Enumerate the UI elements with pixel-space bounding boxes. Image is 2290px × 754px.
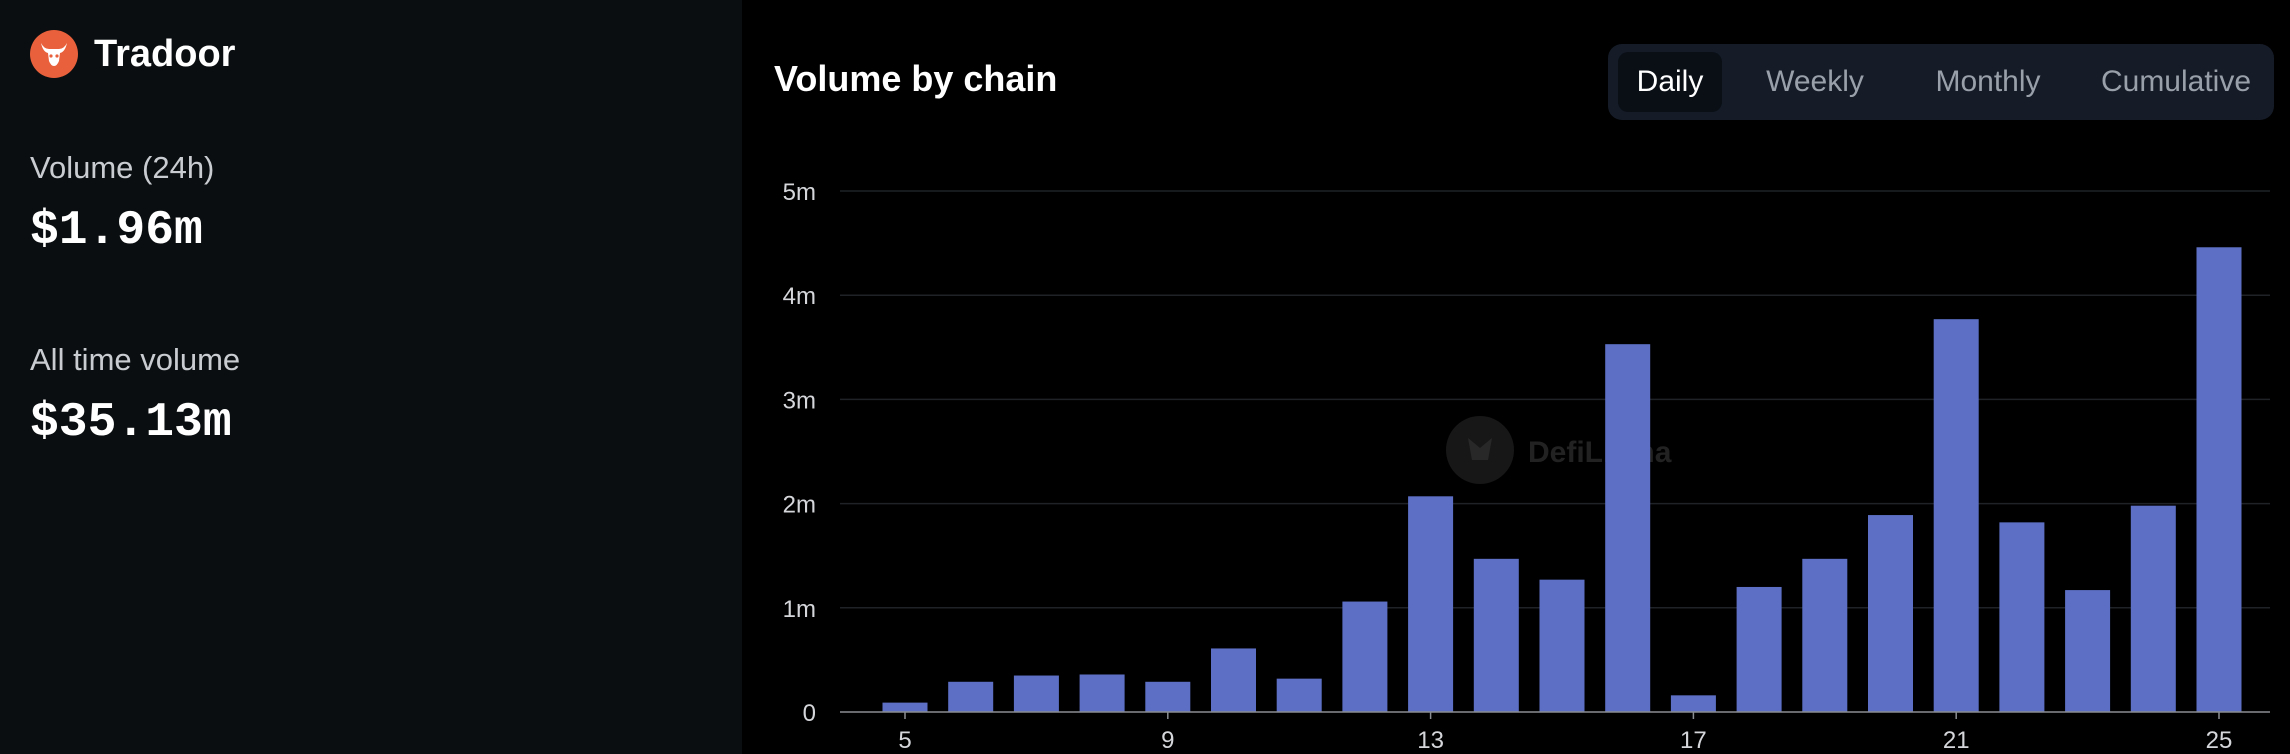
volume-bar[interactable] [1539,579,1585,712]
y-tick-label: 5m [783,179,816,206]
tab-daily[interactable]: Daily [1618,52,1722,112]
y-tick-label: 0 [803,700,816,727]
volume-bar[interactable] [1211,648,1256,712]
volume-bar[interactable] [1473,558,1519,712]
volume-bar[interactable] [2065,590,2111,712]
protocol-name: Tradoor [94,32,236,75]
x-tick-label: 5 [898,727,911,754]
x-tick-label: 17 [1680,727,1707,754]
volume-24h-label: Volume (24h) [30,150,215,185]
volume-bar[interactable] [1933,319,1979,712]
brand: Tradoor [30,30,235,78]
y-tick-label: 3m [783,387,816,414]
volume-bar[interactable] [1999,522,2045,712]
volume-bar[interactable] [1605,344,1651,712]
all-time-volume-label: All time volume [30,342,241,377]
volume-bar[interactable] [1145,681,1191,712]
volume-bar[interactable] [1802,558,1848,712]
volume-bar[interactable] [1670,695,1716,712]
all-time-volume-value: $35.13m [30,396,232,450]
tab-cumulative[interactable]: Cumulative [2100,65,2252,98]
tab-weekly[interactable]: Weekly [1766,65,1864,98]
x-tick-label: 21 [1943,727,1970,754]
volume-bar[interactable] [1013,675,1059,712]
volume-24h-value: $1.96m [30,204,203,258]
period-tabs: Daily Weekly Monthly Cumulative [1608,44,2274,120]
y-tick-label: 2m [783,492,816,519]
volume-bar[interactable] [1408,496,1454,712]
volume-bar[interactable] [882,702,928,712]
volume-bar[interactable] [1342,601,1388,712]
volume-bar[interactable] [2196,247,2242,712]
bull-icon [30,30,78,78]
x-tick-label: 13 [1417,727,1444,754]
volume-bar[interactable] [1079,674,1125,712]
volume-bar[interactable] [1276,678,1322,712]
protocol-summary-panel: Tradoor Volume (24h) $1.96m All time vol… [0,0,742,754]
volume-bar[interactable] [2130,505,2176,712]
y-tick-label: 4m [783,283,816,310]
volume-bar[interactable] [1736,586,1782,712]
x-tick-label: 9 [1161,727,1174,754]
llama-face-icon [1468,438,1492,460]
x-tick-label: 25 [2206,727,2233,754]
volume-bar[interactable] [1868,515,1913,712]
chart-title: Volume by chain [774,58,1058,99]
volume-bar[interactable] [948,681,994,712]
y-tick-label: 1m [783,596,816,623]
tab-monthly[interactable]: Monthly [1935,65,2041,98]
